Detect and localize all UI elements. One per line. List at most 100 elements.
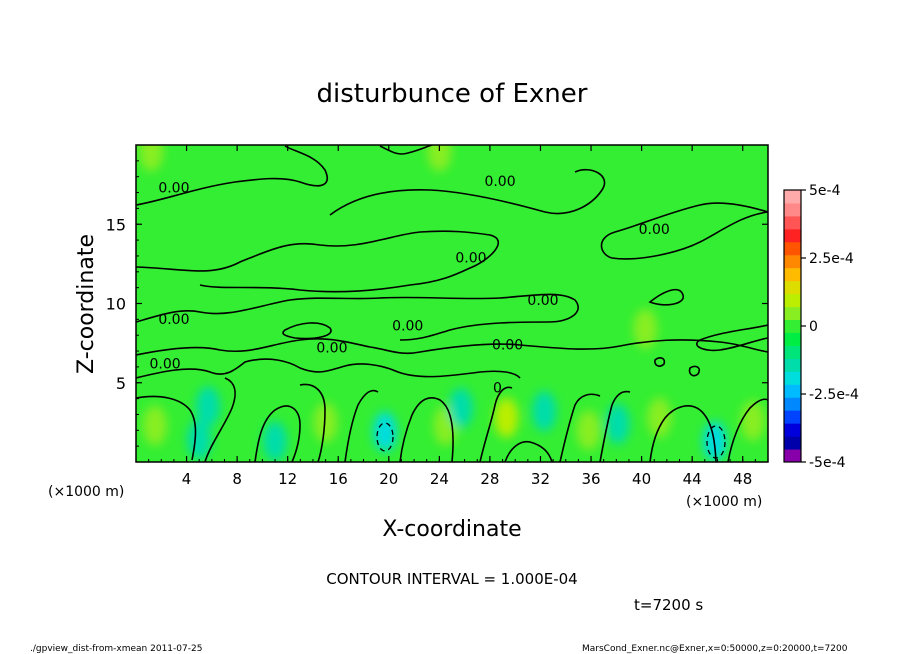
colorbar-segment: [784, 319, 801, 333]
colorbar-segment: [784, 384, 801, 398]
hot-spots: [139, 145, 765, 462]
colorbar-segment: [784, 293, 801, 308]
colorbar-segment: [784, 280, 801, 295]
negative-contour: [706, 425, 726, 459]
colorbar-segment: [784, 436, 801, 450]
colorbar-tick-label: 5e-4: [809, 183, 841, 199]
field-spot: [647, 397, 672, 438]
colorbar-tick-label: -5e-4: [809, 455, 846, 471]
colorbar-segment: [784, 267, 801, 282]
contour-label: 0.00: [158, 181, 189, 197]
colorbar-segment: [784, 332, 801, 346]
contour-line: [254, 405, 301, 462]
x-tick-label: 24: [430, 470, 449, 488]
contour-line: [688, 365, 701, 377]
contour-line: [399, 397, 454, 462]
colorbar-segment: [784, 397, 801, 411]
contour-line: [727, 398, 768, 462]
colorbar-segment: [784, 190, 801, 204]
contour-line: [136, 293, 579, 341]
colorbar-segment: [784, 241, 801, 256]
colorbar: 5e-4 2.5e-4 0 -2.5e-4 -5e-4: [783, 183, 859, 471]
y-axis-label: Z-coordinate: [74, 234, 99, 374]
colorbar-segment: [784, 345, 801, 359]
contour-line: [136, 358, 521, 379]
contour-label: 0.00: [316, 341, 347, 357]
x-unit-right: (×1000 m): [686, 494, 762, 510]
contour-line: [654, 357, 666, 367]
contour-line: [599, 390, 631, 462]
x-tick-label: 40: [632, 470, 651, 488]
contour-label: 0.00: [492, 337, 523, 353]
colorbar-tick-label: 2.5e-4: [809, 251, 854, 267]
x-tick-label: 48: [733, 470, 752, 488]
x-tick-label: 16: [329, 470, 348, 488]
contour-line: [136, 338, 768, 356]
colorbar-segment: [784, 215, 801, 230]
contour-label: 0.00: [484, 174, 515, 190]
field-spot: [313, 402, 338, 443]
contour-line: [600, 202, 768, 260]
field-spot: [139, 145, 164, 172]
colorbar-segment: [784, 410, 801, 424]
contour-line: [344, 389, 379, 462]
contour-line: [299, 383, 326, 462]
x-tick-label: 44: [683, 470, 702, 488]
x-unit-left: (×1000 m): [48, 484, 124, 500]
y-axis: 5 10 15: [106, 144, 768, 463]
negative-contours: [376, 422, 726, 459]
contour-line: [136, 230, 499, 293]
contour-label: 0.00: [158, 312, 189, 328]
contour-line: [648, 288, 684, 306]
contour-label: 0.00: [149, 356, 180, 372]
contour-line: [282, 322, 332, 340]
contour-label: 0.00: [639, 222, 670, 238]
contour-label: 0.00: [527, 293, 558, 309]
contour-interval: CONTOUR INTERVAL = 1.000E-04: [326, 570, 577, 588]
contour-labels: 0.00 0.00 0.00 0.00 0.00 0.00 0.00 0.00 0.00 0.00…: [149, 174, 669, 396]
field-spot: [196, 386, 221, 427]
footer-left: ./gpview_dist-from-xmean 2011-07-25: [30, 644, 202, 654]
field-spot: [448, 388, 473, 429]
colorbar-tick-label: -2.5e-4: [809, 387, 859, 403]
colorbar-segment: [784, 202, 801, 217]
contour-line: [136, 395, 197, 461]
colorbar-segment: [784, 371, 801, 385]
x-axis-label: X-coordinate: [382, 517, 521, 542]
x-tick-label: 4: [182, 470, 192, 488]
colorbar-segment: [784, 423, 801, 437]
field-spot: [494, 397, 519, 438]
x-tick-label: 28: [480, 470, 499, 488]
field-spot: [373, 411, 398, 452]
contour-line: [204, 377, 236, 462]
time-label: t=7200 s: [634, 596, 703, 614]
colorbar-tick-label: 0: [809, 319, 818, 335]
field-spot: [740, 400, 765, 441]
x-tick-label: 32: [531, 470, 550, 488]
x-axis: 4 8 12 16 20 24 28 32 36 40 44 48: [135, 145, 769, 488]
x-tick-label: 20: [379, 470, 398, 488]
colorbar-segment: [784, 449, 801, 463]
contour-label: 0.00: [455, 250, 486, 266]
colorbar-segment: [784, 228, 801, 243]
contour-label: 0: [493, 380, 502, 396]
x-tick-label: 12: [278, 470, 297, 488]
y-tick-label: 15: [106, 215, 126, 234]
colorbar-segment: [784, 358, 801, 372]
field-spot: [605, 403, 630, 444]
contour-label: 0.00: [392, 318, 423, 334]
x-tick-label: 8: [232, 470, 242, 488]
chart-title: disturbunce of Exner: [317, 79, 588, 109]
colorbar-segment: [784, 254, 801, 269]
contour-line: [695, 324, 768, 352]
negative-contour: [376, 422, 394, 452]
contour-line: [649, 405, 717, 462]
field-spot: [576, 410, 601, 451]
contour-line: [559, 393, 601, 462]
contour-line: [329, 168, 606, 216]
field-spot: [142, 405, 167, 446]
field-spot: [427, 145, 452, 172]
contour-line: [479, 386, 513, 462]
x-tick-label: 36: [581, 470, 600, 488]
